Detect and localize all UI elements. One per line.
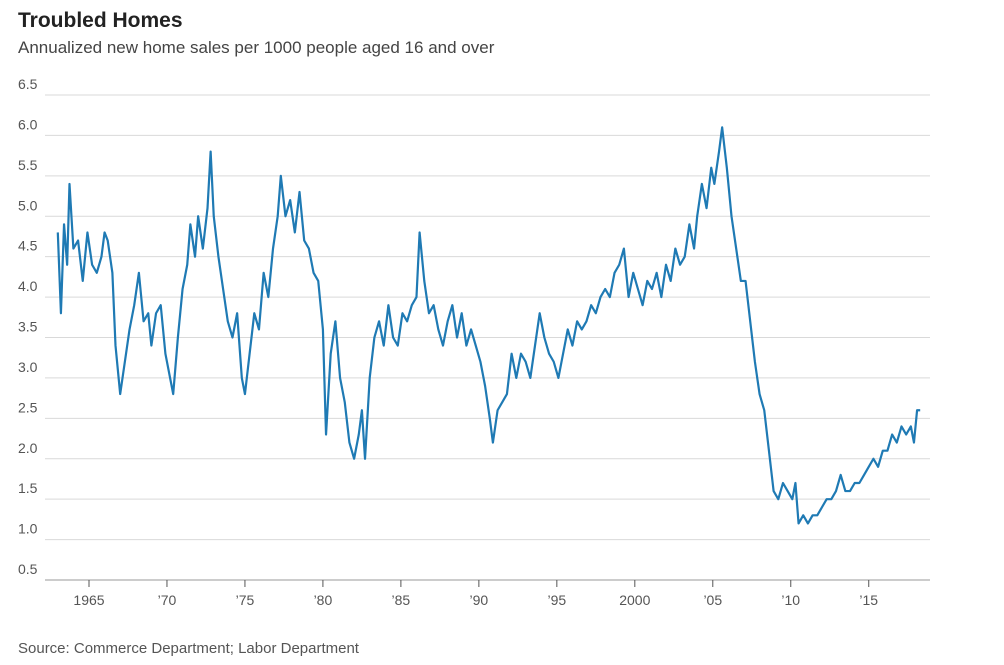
y-tick-label: 0.5	[18, 561, 38, 577]
x-tick-label: 2000	[619, 592, 650, 608]
x-tick-label: ’85	[392, 592, 411, 608]
chart-title: Troubled Homes	[18, 9, 183, 32]
x-tick-label: ’75	[236, 592, 255, 608]
y-tick-label: 3.5	[18, 319, 38, 335]
source-note: Source: Commerce Department; Labor Depar…	[18, 640, 360, 657]
y-tick-label: 3.0	[18, 359, 38, 375]
x-tick-label: 1965	[73, 592, 104, 608]
y-tick-label: 2.5	[18, 399, 38, 415]
y-tick-label: 5.5	[18, 157, 38, 173]
x-tick-label: ’70	[158, 592, 177, 608]
x-tick-label: ’95	[547, 592, 566, 608]
y-tick-label: 6.0	[18, 116, 38, 132]
x-tick-label: ’10	[781, 592, 800, 608]
x-tick-label: ’15	[859, 592, 878, 608]
y-tick-label: 4.5	[18, 238, 38, 254]
y-tick-label: 6.5	[18, 76, 38, 92]
y-tick-label: 1.5	[18, 480, 38, 496]
data-line	[56, 126, 921, 525]
y-tick-label: 4.0	[18, 278, 38, 294]
x-tick-label: ’05	[703, 592, 722, 608]
y-tick-label: 2.0	[18, 440, 38, 456]
x-tick-label: ’90	[470, 592, 489, 608]
y-tick-label: 5.0	[18, 197, 38, 213]
x-tick-label: ’80	[314, 592, 333, 608]
chart-subtitle: Annualized new home sales per 1000 peopl…	[18, 38, 495, 57]
y-tick-label: 1.0	[18, 521, 38, 537]
